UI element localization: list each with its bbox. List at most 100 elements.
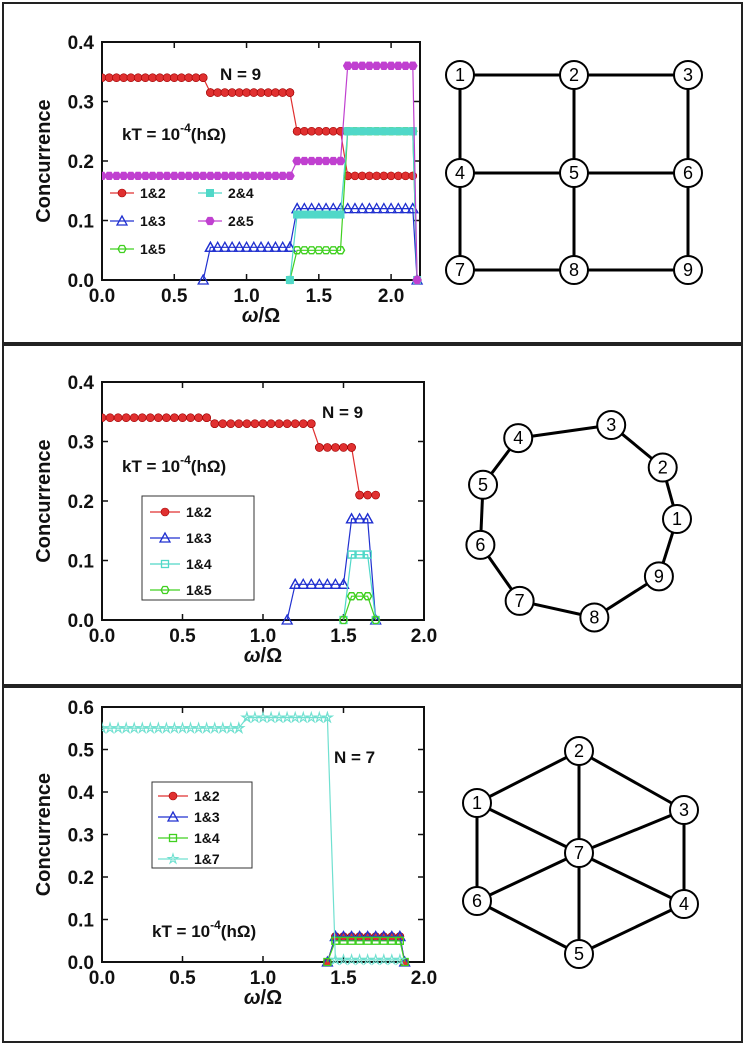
plot-area <box>102 710 411 967</box>
data-point <box>400 61 411 70</box>
x-tick-label: 2.0 <box>411 626 437 647</box>
data-point <box>211 240 224 252</box>
data-point <box>379 936 388 945</box>
legend-item: 1&3 <box>150 530 212 546</box>
series-line <box>342 595 377 621</box>
series-line <box>326 940 406 963</box>
chart-hexagon: 0.0 0.5 1.0 1.5 2.0 0.0 0.1 0.2 0.3 0.4 0.5 0.6 Conc… <box>33 698 699 1009</box>
data-point <box>210 419 219 428</box>
data-point <box>249 88 259 97</box>
data-point <box>384 202 398 214</box>
node-label: 3 <box>683 65 693 85</box>
data-point <box>372 171 381 181</box>
x-axis-label-omega: ω <box>242 305 259 327</box>
data-point <box>355 490 364 500</box>
graph-node: 4 <box>669 889 699 919</box>
data-point <box>148 73 157 82</box>
x-axis-label-omega: ω <box>244 645 261 667</box>
x-tick-label: 1.0 <box>250 968 276 989</box>
data-point <box>282 419 292 428</box>
node-circle <box>445 255 475 285</box>
data-point <box>234 171 245 180</box>
x-tick-label: 2.0 <box>411 968 437 989</box>
legend-marker <box>117 244 127 254</box>
legend-marker <box>206 189 214 197</box>
n-label: N = 7 <box>334 748 375 767</box>
node-circle <box>462 788 492 818</box>
node-label: 4 <box>455 163 465 183</box>
series-1&3 <box>281 512 382 625</box>
node-circle <box>673 255 703 285</box>
data-point <box>313 577 326 589</box>
data-point <box>353 512 366 524</box>
data-point <box>129 413 139 422</box>
node-label: 1 <box>455 65 465 85</box>
data-point <box>321 156 331 166</box>
data-point <box>194 413 203 422</box>
data-point <box>140 171 151 180</box>
kt-text: kT = 10 <box>122 457 180 476</box>
data-point <box>350 171 360 181</box>
graph-edge <box>578 749 685 812</box>
legend-item: 1&4 <box>150 556 212 572</box>
data-point <box>254 240 268 252</box>
legend-label: 1&2 <box>194 788 220 804</box>
data-point <box>105 413 115 422</box>
data-point <box>283 240 297 252</box>
y-tick-label: 0.3 <box>68 93 94 114</box>
data-point <box>233 240 246 252</box>
data-point <box>191 73 201 82</box>
node-circle <box>468 469 499 500</box>
data-point <box>387 936 396 945</box>
data-point <box>126 73 136 82</box>
y-tick-label: 0.2 <box>68 492 94 513</box>
legend-item: 1&3 <box>158 809 220 825</box>
y-tick-label: 0.0 <box>68 953 94 974</box>
n-label: N = 9 <box>322 403 363 422</box>
kt-exponent: -4 <box>180 121 191 135</box>
data-point <box>372 127 381 136</box>
data-point <box>241 171 252 180</box>
legend-item: 2&5 <box>198 213 254 229</box>
data-point <box>242 419 252 428</box>
legend-marker <box>160 585 170 595</box>
node-label: 2 <box>574 741 584 761</box>
series-line <box>202 208 418 281</box>
data-point <box>176 171 187 180</box>
data-point <box>133 73 143 82</box>
data-point <box>191 171 201 180</box>
data-point <box>137 413 147 422</box>
data-point <box>355 550 364 559</box>
graph-node: 1 <box>445 60 475 90</box>
data-point <box>169 73 179 82</box>
data-point <box>218 419 228 428</box>
data-point <box>276 240 289 252</box>
data-point <box>328 126 338 136</box>
data-point <box>263 88 273 97</box>
graph-node: 8 <box>579 602 610 633</box>
y-tick-label: 0.0 <box>68 611 94 632</box>
node-label: 7 <box>574 843 584 863</box>
y-tick-label: 0.1 <box>68 552 95 573</box>
data-point <box>305 577 318 589</box>
legend-marker <box>168 791 178 801</box>
legend-item: 1&5 <box>110 241 166 257</box>
y-tick-label: 0.6 <box>68 698 94 719</box>
data-point <box>356 202 369 214</box>
data-point <box>266 419 276 428</box>
data-point <box>256 88 266 97</box>
data-point <box>155 171 165 180</box>
data-point <box>204 240 217 252</box>
x-tick-label: 1.5 <box>330 626 357 647</box>
graph-node: 5 <box>468 469 499 500</box>
data-point <box>364 61 375 70</box>
data-point <box>220 88 230 97</box>
data-point <box>299 246 310 255</box>
x-axis-label-omega-unit: /Ω <box>259 305 281 327</box>
data-point <box>394 171 403 181</box>
legend-label: 1&2 <box>186 504 212 520</box>
data-point <box>338 615 349 625</box>
panel-hexagon: 0.0 0.5 1.0 1.5 2.0 0.0 0.1 0.2 0.3 0.4 0.5 0.6 Conc… <box>2 686 743 1043</box>
data-point <box>347 550 356 559</box>
graph-node: 2 <box>564 736 594 766</box>
